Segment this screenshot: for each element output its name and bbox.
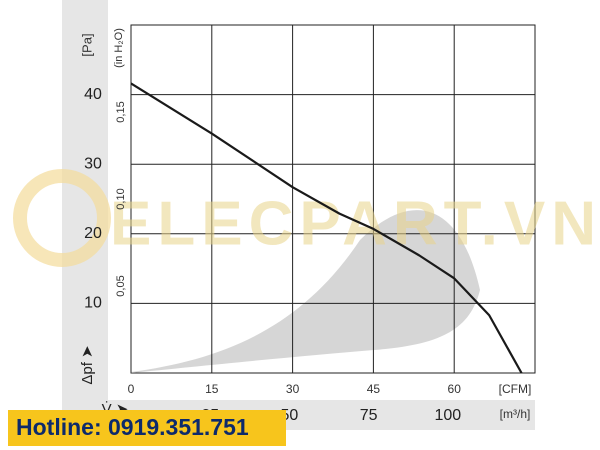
x2-tick-label: 100 xyxy=(435,407,462,424)
y-tick-label: 10 xyxy=(84,295,102,312)
x-tick-label: 30 xyxy=(286,382,300,396)
y2-tick-label: 0,10 xyxy=(115,188,127,209)
y2-tick-label: 0,05 xyxy=(115,275,127,296)
x2-tick-label: 75 xyxy=(360,407,378,424)
hotline-box xyxy=(8,410,286,446)
y2-tick-label: 0,15 xyxy=(115,101,127,122)
fan-curve xyxy=(130,82,523,374)
y-tick-label: 30 xyxy=(84,155,102,172)
x-tick-label: 0 xyxy=(128,382,135,396)
x-unit: [CFM] xyxy=(499,382,532,396)
watermark-logo xyxy=(13,169,111,267)
y2-unit: (in H₂O) xyxy=(113,28,125,68)
y-tick-label: 20 xyxy=(84,225,102,242)
hotline: Hotline: 0919.351.751 xyxy=(16,414,249,440)
y-unit: [Pa] xyxy=(79,33,94,56)
watermark: ELECPART.VN xyxy=(110,189,600,258)
y-tick-label: 40 xyxy=(84,86,102,103)
x2-unit: [m³/h] xyxy=(500,407,531,421)
x-tick-label: 60 xyxy=(448,382,462,396)
x-tick-label: 15 xyxy=(205,382,219,396)
x-tick-label: 45 xyxy=(367,382,381,396)
y-symbol: Δpf ➤ xyxy=(79,345,96,384)
operating-range xyxy=(131,210,480,373)
